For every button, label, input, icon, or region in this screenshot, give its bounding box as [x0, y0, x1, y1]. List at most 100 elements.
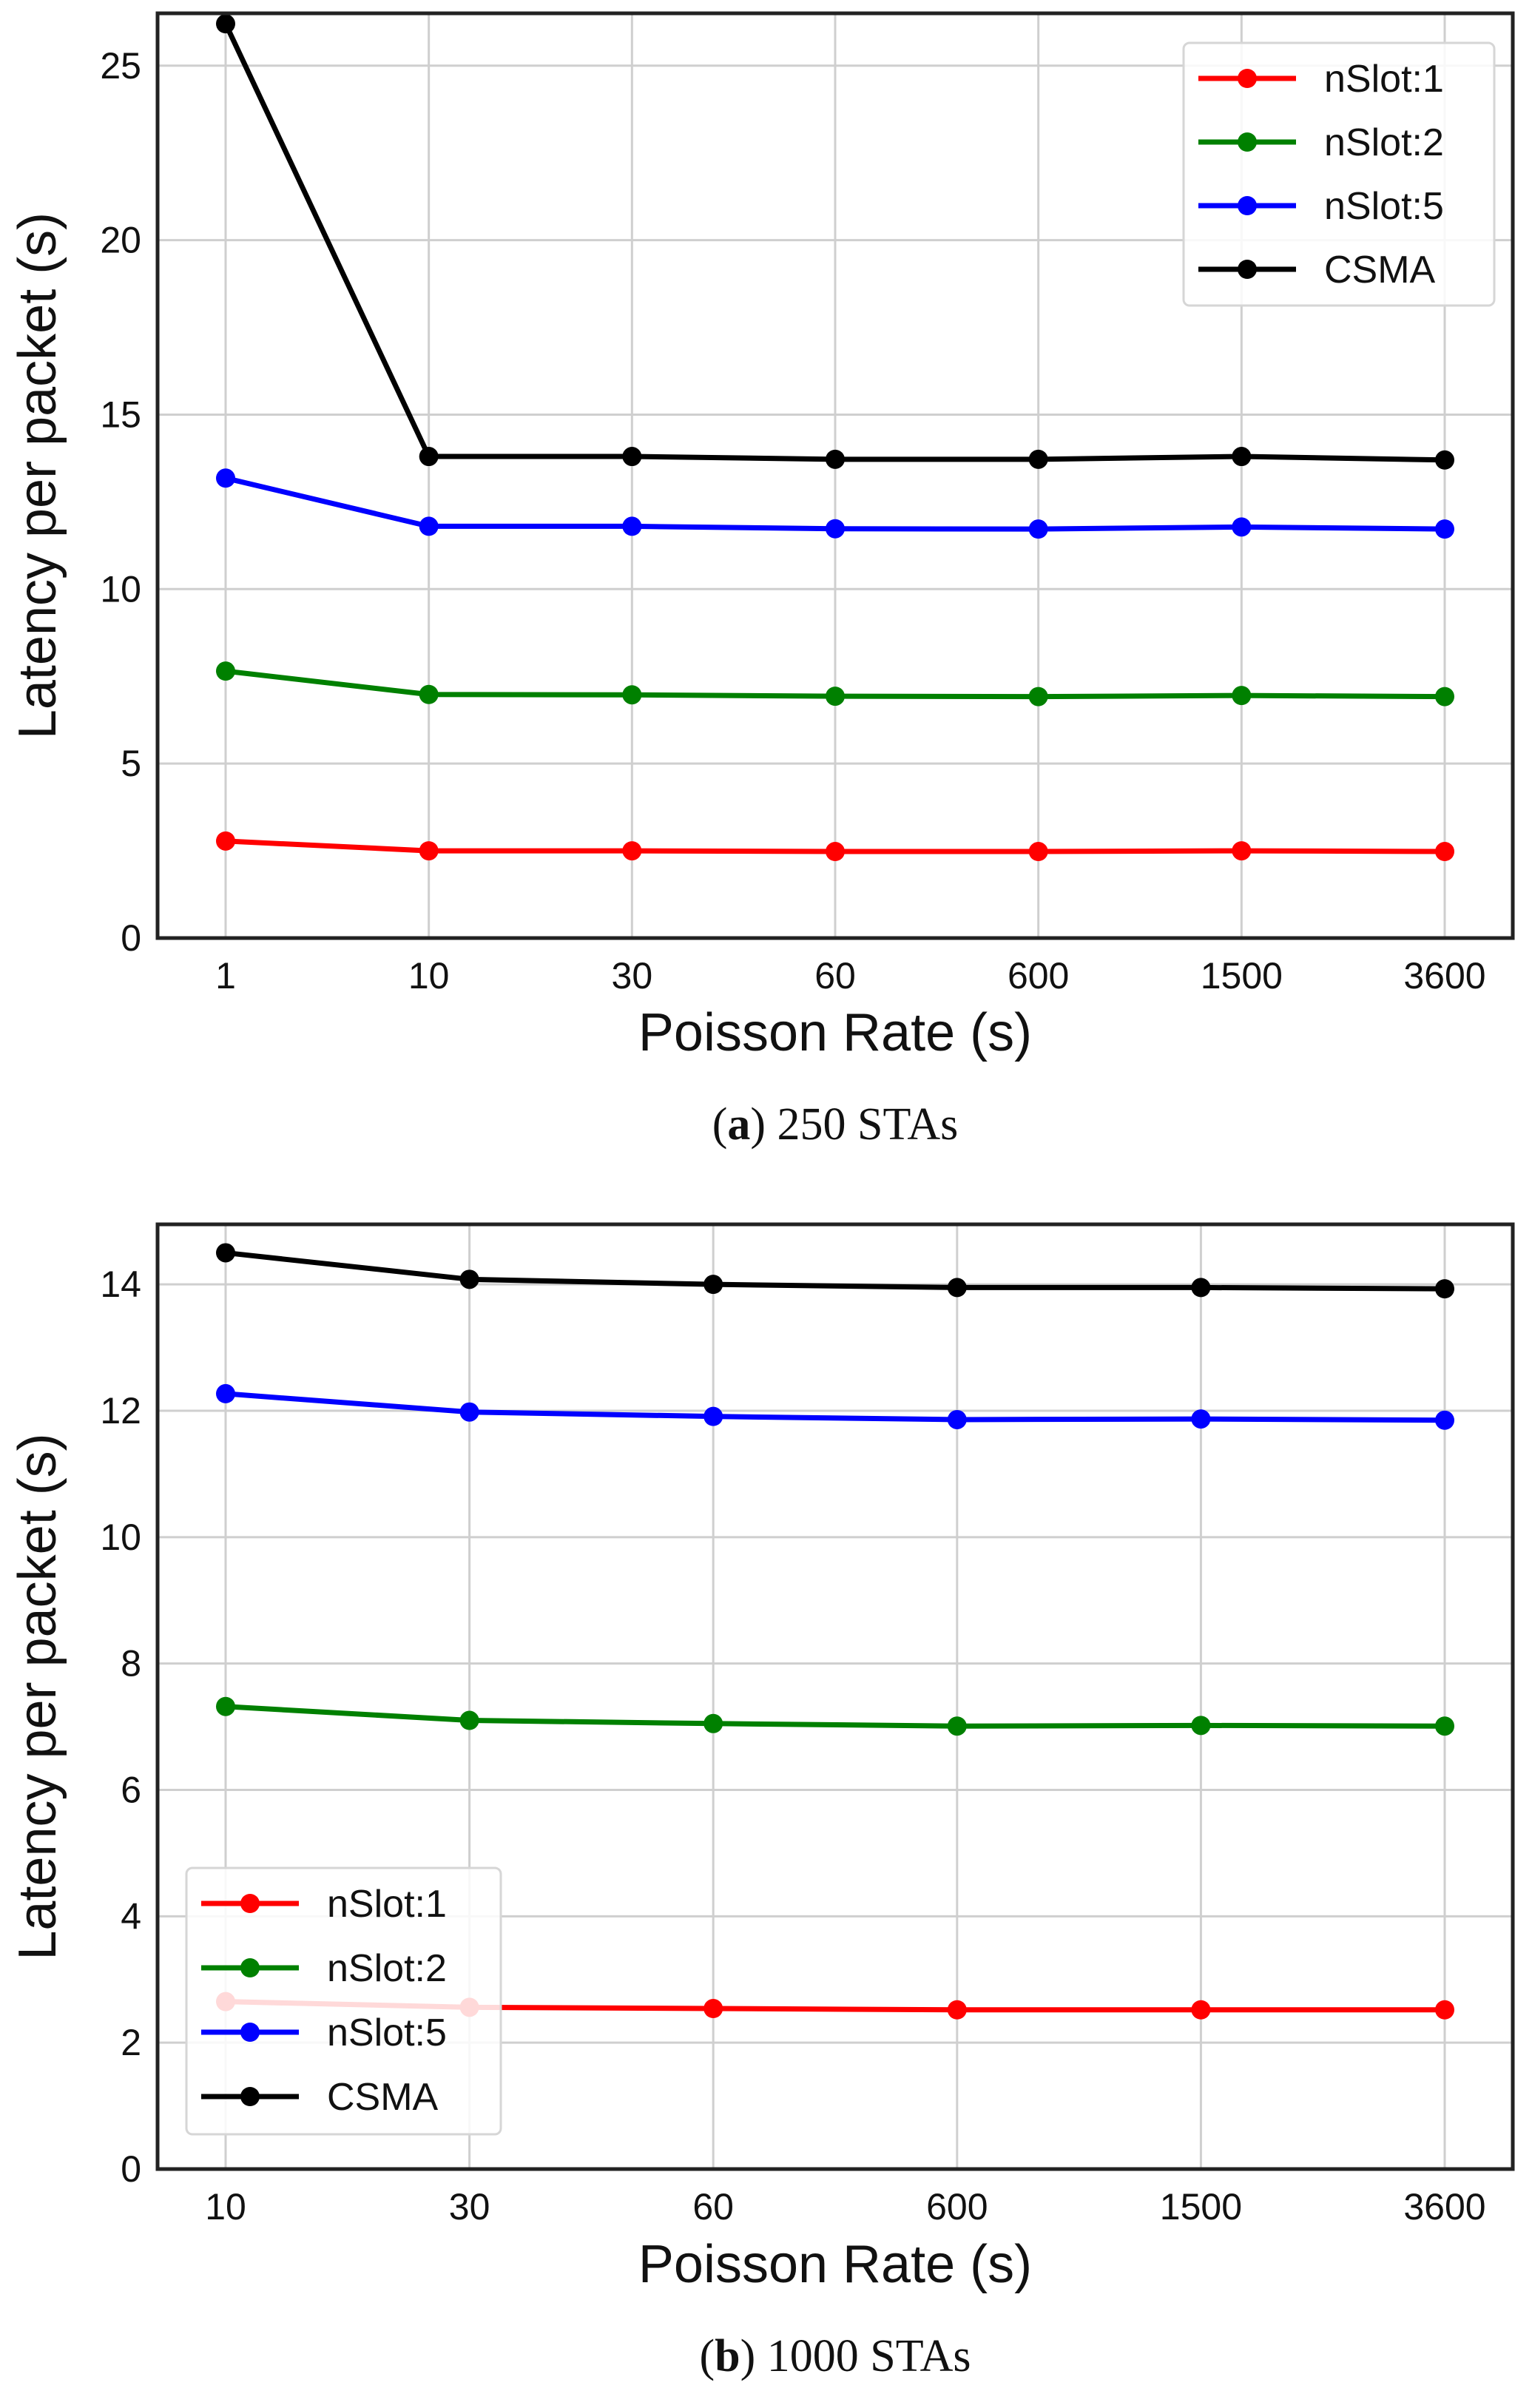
data-point-nslot-2 — [622, 685, 642, 705]
data-point-csma — [947, 1278, 967, 1298]
data-point-csma — [826, 449, 845, 469]
y-tick-label: 8 — [121, 1643, 141, 1684]
data-point-nslot-1 — [1191, 2000, 1211, 2020]
data-point-nslot-2 — [826, 687, 845, 706]
data-point-nslot-5 — [1028, 519, 1048, 539]
legend-item-nslot-1: nSlot:1 — [201, 1883, 447, 1926]
x-ticks: 1 10 30 60 600 1500 3600 — [215, 955, 1486, 996]
data-point-nslot-2 — [1435, 1716, 1454, 1736]
data-point-nslot-2 — [419, 684, 439, 704]
x-tick-label: 1500 — [1201, 955, 1283, 996]
x-tick-label: 1500 — [1160, 2186, 1242, 2227]
data-point-nslot-5 — [419, 516, 439, 536]
series-layer — [216, 14, 1454, 862]
data-point-nslot-2 — [947, 1716, 967, 1736]
x-tick-label: 30 — [449, 2186, 490, 2227]
series-line-nslot-5 — [225, 1391, 1445, 1423]
x-tick-label: 600 — [1008, 955, 1069, 996]
x-tick-label: 600 — [926, 2186, 988, 2227]
data-point-nslot-1 — [826, 842, 845, 862]
data-point-nslot-2 — [459, 1710, 479, 1730]
data-point-csma — [459, 1269, 479, 1289]
legend-swatch-marker — [240, 1894, 260, 1913]
legend-item-csma: CSMA — [201, 2076, 439, 2119]
legend-swatch-marker — [1238, 196, 1257, 215]
y-tick-label: 10 — [100, 568, 141, 610]
legend-label: nSlot:2 — [327, 1947, 447, 1990]
data-point-nslot-1 — [622, 841, 642, 861]
legend-label: CSMA — [327, 2076, 439, 2119]
legend-item-csma: CSMA — [1198, 249, 1436, 291]
y-tick-label: 10 — [100, 1517, 141, 1558]
y-tick-label: 25 — [100, 45, 141, 87]
data-point-csma — [216, 14, 235, 34]
data-point-nslot-2 — [1232, 686, 1252, 706]
series-nslot-1 — [216, 831, 1454, 862]
data-point-nslot-1 — [1028, 842, 1048, 862]
data-point-nslot-5 — [1232, 517, 1252, 537]
data-point-csma — [1435, 1279, 1454, 1299]
legend-box — [1182, 41, 1496, 307]
series-nslot-2 — [216, 1696, 1454, 1736]
data-point-nslot-5 — [459, 1402, 479, 1422]
legend-swatch-marker — [1238, 260, 1257, 279]
y-ticks: 0 2 4 6 8 10 12 14 — [100, 1264, 141, 2190]
series-line-nslot-2 — [225, 1704, 1445, 1729]
data-point-nslot-2 — [1435, 687, 1454, 706]
data-point-csma — [1435, 450, 1454, 470]
data-point-csma — [216, 1243, 235, 1263]
legend-label: nSlot:1 — [327, 1883, 447, 1926]
data-point-csma — [419, 447, 439, 467]
y-ticks: 0 5 10 15 20 25 — [100, 45, 141, 959]
x-tick-label: 3600 — [1403, 2186, 1485, 2227]
data-point-nslot-5 — [703, 1406, 723, 1426]
legend-swatch-marker — [240, 2023, 260, 2042]
y-axis-label: Latency per packet (s) — [8, 212, 67, 739]
data-point-nslot-2 — [216, 661, 235, 681]
legend-item-nslot-2: nSlot:2 — [201, 1947, 447, 1990]
data-point-csma — [1232, 447, 1252, 467]
y-tick-label: 2 — [121, 2022, 141, 2063]
y-tick-label: 15 — [100, 394, 141, 435]
data-point-nslot-5 — [216, 468, 235, 488]
x-axis-label: Poisson Rate (s) — [638, 2235, 1032, 2294]
data-point-nslot-5 — [1435, 1410, 1454, 1430]
y-tick-label: 14 — [100, 1264, 141, 1305]
data-point-csma — [1028, 449, 1048, 469]
x-tick-label: 60 — [814, 955, 856, 996]
legend-swatch-marker — [1238, 69, 1257, 88]
legend-label: nSlot:5 — [327, 2011, 447, 2054]
legend-item-nslot-5: nSlot:5 — [1198, 185, 1444, 228]
data-point-csma — [1191, 1278, 1211, 1298]
figure-caption: (b) 1000 STAs — [699, 2331, 971, 2381]
data-point-nslot-5 — [216, 1383, 235, 1403]
data-point-csma — [703, 1275, 723, 1295]
series-line-csma — [225, 1249, 1445, 1292]
x-tick-label: 1 — [215, 955, 236, 996]
x-tick-label: 10 — [205, 2186, 246, 2227]
y-tick-label: 12 — [100, 1390, 141, 1431]
data-point-nslot-5 — [826, 519, 845, 539]
legend: nSlot:1 nSlot:2 nSlot:5 CSMA — [185, 1866, 502, 2136]
y-axis-label: Latency per packet (s) — [8, 1433, 67, 1960]
data-point-nslot-1 — [1435, 2000, 1454, 2020]
legend-item-nslot-2: nSlot:2 — [1198, 121, 1444, 164]
legend: nSlot:1 nSlot:2 nSlot:5 CSMA — [1182, 41, 1496, 307]
y-tick-label: 20 — [100, 220, 141, 261]
legend-swatch-marker — [1238, 132, 1257, 152]
series-nslot-5 — [216, 468, 1454, 539]
series-nslot-5 — [216, 1383, 1454, 1430]
legend-label: nSlot:2 — [1324, 121, 1444, 164]
series-csma — [216, 1243, 1454, 1299]
legend-swatch-marker — [240, 2087, 260, 2106]
x-ticks: 10 30 60 600 1500 3600 — [205, 2186, 1485, 2227]
data-point-nslot-1 — [1435, 842, 1454, 862]
x-tick-label: 3600 — [1403, 955, 1485, 996]
data-point-nslot-1 — [419, 841, 439, 861]
y-tick-label: 5 — [121, 743, 141, 784]
legend-swatch-marker — [240, 1958, 260, 1977]
plot-frame — [155, 11, 1515, 940]
data-point-nslot-5 — [1191, 1409, 1211, 1429]
legend-box — [185, 1866, 502, 2136]
data-point-nslot-2 — [1028, 687, 1048, 706]
